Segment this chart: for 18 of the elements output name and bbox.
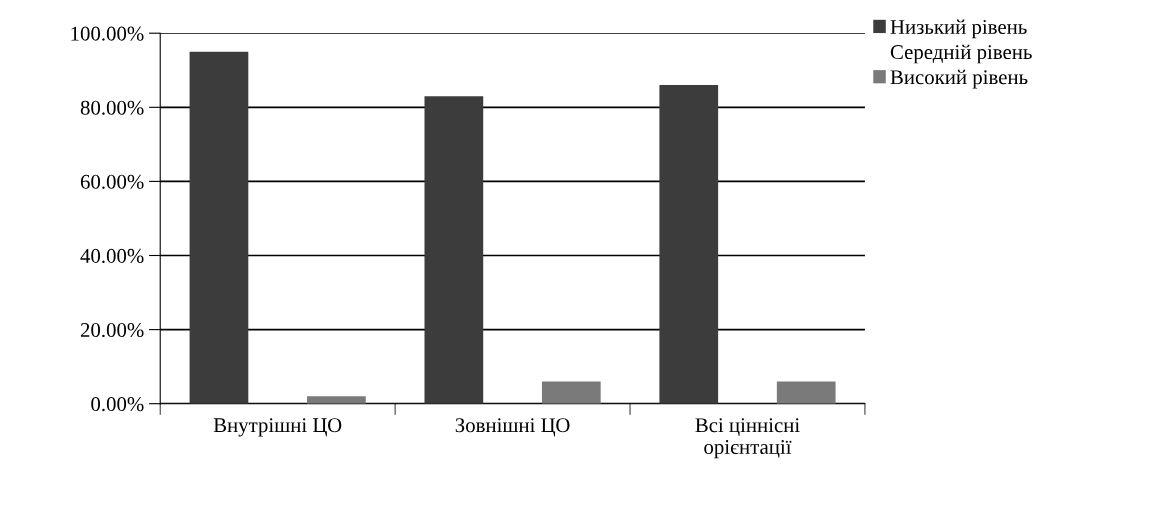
x-tick-label: Внутрішні ЦО [213,418,342,437]
y-tick-label: 20.00% [80,322,144,338]
text: Середній рівень [890,44,1032,64]
bar [189,51,249,404]
bar [307,396,366,404]
y-tick-label: 40.00% [80,248,144,264]
bar [541,381,601,404]
legend-label: Високий рівень [890,69,1028,89]
x-tick-label: Зовнішні ЦО [455,418,570,437]
legend-label: Низький рівень [890,19,1027,39]
bar [659,85,719,404]
bar [776,381,836,404]
y-tick-label: 60.00% [80,174,144,189]
y-tick-label: 0.00% [91,397,144,412]
y-tick-label: 80.00% [80,100,144,115]
y-tick-label: 100.00% [71,26,144,41]
bar [424,96,484,404]
x-tick-label: Всі ціннісні орієнтації [695,418,800,459]
